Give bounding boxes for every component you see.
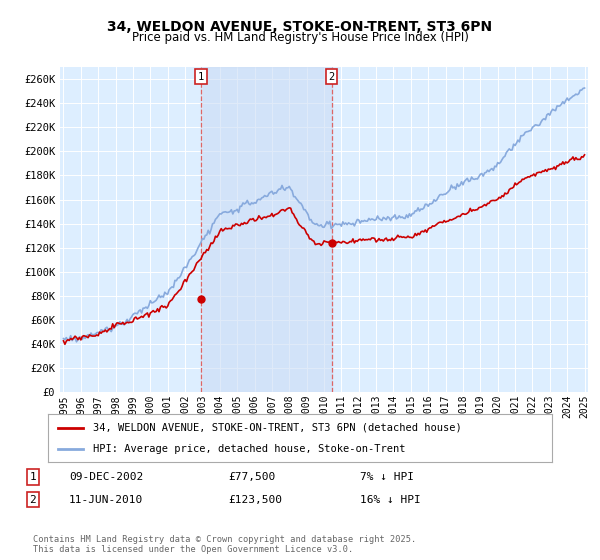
Text: £123,500: £123,500 — [228, 494, 282, 505]
Text: 2: 2 — [29, 494, 37, 505]
Text: Price paid vs. HM Land Registry's House Price Index (HPI): Price paid vs. HM Land Registry's House … — [131, 31, 469, 44]
Text: 2: 2 — [329, 72, 335, 82]
Text: 1: 1 — [198, 72, 204, 82]
Text: HPI: Average price, detached house, Stoke-on-Trent: HPI: Average price, detached house, Stok… — [94, 444, 406, 454]
Text: 34, WELDON AVENUE, STOKE-ON-TRENT, ST3 6PN: 34, WELDON AVENUE, STOKE-ON-TRENT, ST3 6… — [107, 20, 493, 34]
Text: 34, WELDON AVENUE, STOKE-ON-TRENT, ST3 6PN (detached house): 34, WELDON AVENUE, STOKE-ON-TRENT, ST3 6… — [94, 423, 462, 433]
Bar — [201, 67, 332, 392]
Text: £77,500: £77,500 — [228, 472, 275, 482]
Text: 1: 1 — [29, 472, 37, 482]
Text: 16% ↓ HPI: 16% ↓ HPI — [360, 494, 421, 505]
Text: 7% ↓ HPI: 7% ↓ HPI — [360, 472, 414, 482]
Text: 09-DEC-2002: 09-DEC-2002 — [69, 472, 143, 482]
Text: 11-JUN-2010: 11-JUN-2010 — [69, 494, 143, 505]
Text: Contains HM Land Registry data © Crown copyright and database right 2025.
This d: Contains HM Land Registry data © Crown c… — [33, 535, 416, 554]
